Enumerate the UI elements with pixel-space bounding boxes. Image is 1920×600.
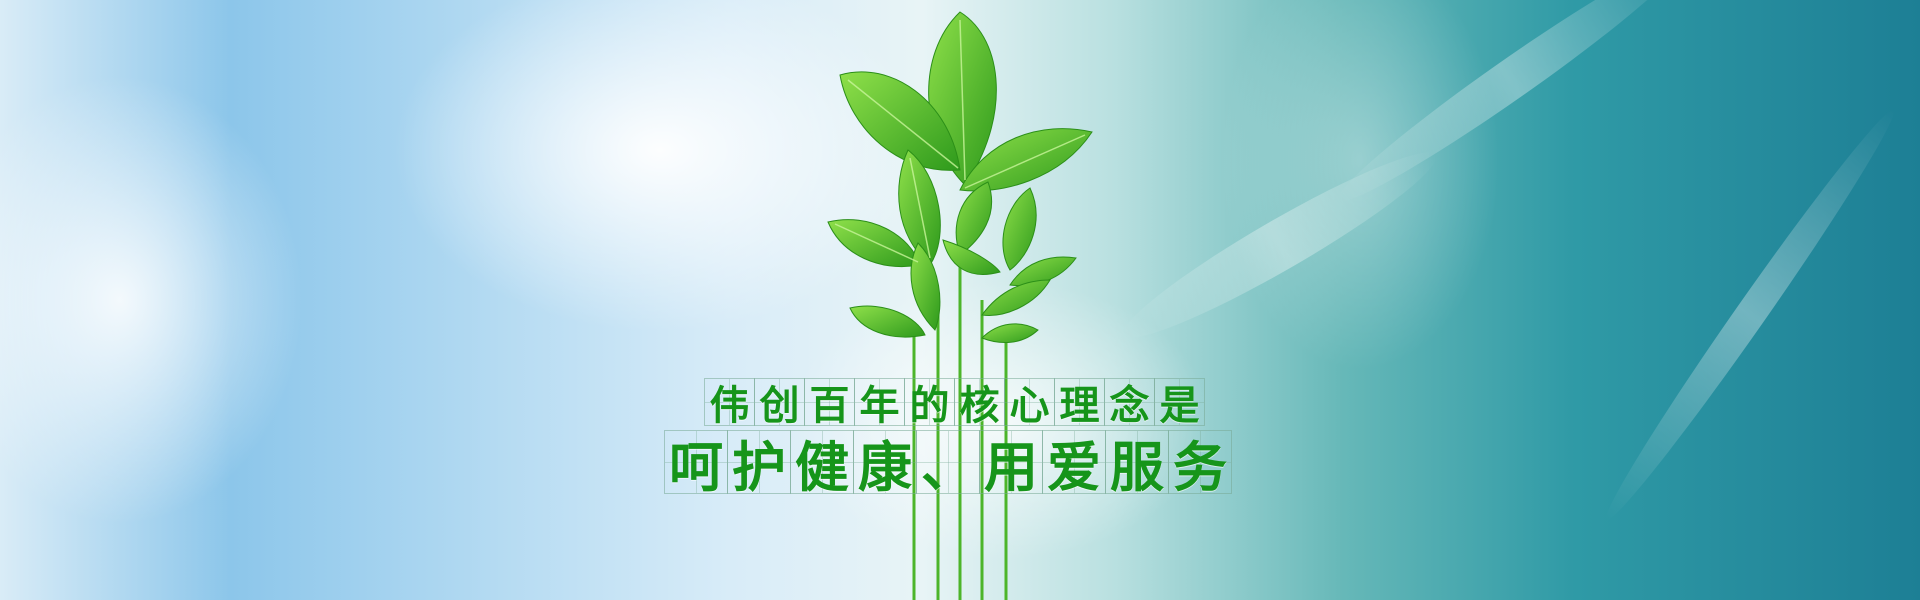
slogan-char: 念 [1104, 378, 1155, 429]
slogan-char: 理 [1054, 378, 1105, 429]
leaf-icon [981, 279, 1051, 316]
slogan-char: 护 [727, 430, 791, 499]
slogan-line-2: 呵 护 健 康 、 用 爱 服 务 [664, 430, 1232, 499]
slogan-char: 呵 [664, 430, 728, 499]
slogan-char: 的 [904, 378, 955, 429]
slogan-char: 爱 [1042, 430, 1106, 499]
slogan-char: 核 [954, 378, 1005, 429]
slogan-char: 康 [853, 430, 917, 499]
leaf-icon [910, 242, 941, 331]
sprout-leaves-icon [827, 11, 1093, 600]
leaf-veins [834, 19, 1086, 263]
slogan-char: 是 [1154, 378, 1205, 429]
slogan-char: 用 [979, 430, 1043, 499]
leaf-icon [942, 239, 1001, 275]
slogan-char: 务 [1168, 430, 1232, 499]
leaf-icon [981, 323, 1039, 343]
slogan-char: 百 [804, 378, 855, 429]
leaf-icon [849, 305, 926, 338]
slogan-char: 服 [1105, 430, 1169, 499]
slogan-char: 健 [790, 430, 854, 499]
slogan-char: 、 [916, 430, 980, 499]
slogan-char: 创 [754, 378, 805, 429]
slogan-char: 伟 [704, 378, 755, 429]
leaf-icon [1002, 187, 1037, 271]
leaf-icon [1009, 256, 1077, 287]
slogan-char: 心 [1004, 378, 1055, 429]
slogan-line-1: 伟 创 百 年 的 核 心 理 念 是 [704, 378, 1205, 429]
leaf-icon [955, 181, 993, 256]
slogan-char: 年 [854, 378, 905, 429]
cloud-streak [1111, 133, 1449, 357]
slogan: 伟 创 百 年 的 核 心 理 念 是 呵 护 健 康 、 用 爱 服 务 [0, 378, 1920, 508]
